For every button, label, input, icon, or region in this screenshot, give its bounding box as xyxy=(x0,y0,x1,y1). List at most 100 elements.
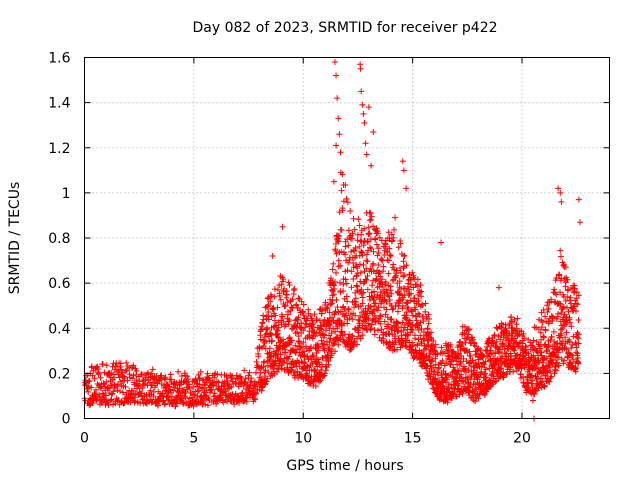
data-point xyxy=(393,272,400,279)
data-point xyxy=(342,182,349,189)
data-point xyxy=(133,368,140,375)
data-point xyxy=(475,395,482,402)
data-point xyxy=(548,298,555,305)
y-tick-label: 0.4 xyxy=(48,321,70,337)
data-point xyxy=(372,317,379,324)
data-point xyxy=(489,340,496,347)
data-point xyxy=(409,312,416,319)
data-point xyxy=(327,301,334,308)
data-point xyxy=(224,398,231,405)
data-point xyxy=(508,313,515,320)
data-point xyxy=(559,325,566,332)
data-point xyxy=(221,378,228,385)
data-point xyxy=(549,360,556,367)
data-point xyxy=(364,286,371,293)
data-point xyxy=(571,285,578,292)
data-point xyxy=(271,293,278,300)
data-point xyxy=(255,353,262,360)
data-point xyxy=(223,372,230,379)
data-point xyxy=(367,244,374,251)
data-point xyxy=(356,243,363,250)
data-point xyxy=(364,238,371,245)
data-point xyxy=(478,369,485,376)
data-point xyxy=(351,226,358,233)
data-point xyxy=(414,342,421,349)
data-point xyxy=(483,374,490,381)
data-point xyxy=(366,230,373,237)
data-point xyxy=(461,330,468,337)
data-point xyxy=(388,316,395,323)
data-point xyxy=(548,373,555,380)
data-point xyxy=(148,399,155,406)
data-point xyxy=(354,237,361,244)
data-point xyxy=(300,339,307,346)
data-point xyxy=(406,271,413,278)
data-point xyxy=(395,244,402,251)
data-point xyxy=(323,367,330,374)
data-point xyxy=(558,309,565,316)
data-point xyxy=(383,306,390,313)
data-point xyxy=(430,337,437,344)
data-point xyxy=(365,104,372,111)
data-point xyxy=(330,291,337,298)
data-point xyxy=(557,326,564,333)
data-point xyxy=(564,293,571,300)
data-point xyxy=(332,247,339,254)
data-point xyxy=(567,300,574,307)
data-point xyxy=(497,336,504,343)
data-point xyxy=(420,335,427,342)
data-point xyxy=(393,324,400,331)
data-point xyxy=(447,341,454,348)
data-point xyxy=(360,262,367,269)
data-point xyxy=(400,327,407,334)
data-point xyxy=(334,95,341,102)
data-point xyxy=(339,207,346,214)
data-point xyxy=(268,313,275,320)
data-point xyxy=(367,304,374,311)
data-point xyxy=(328,350,335,357)
data-point xyxy=(266,345,273,352)
data-point xyxy=(355,329,362,336)
data-point xyxy=(186,381,193,388)
data-point xyxy=(186,385,193,392)
data-point xyxy=(416,311,423,318)
data-point xyxy=(319,340,326,347)
data-point xyxy=(547,375,554,382)
data-point xyxy=(288,304,295,311)
data-point xyxy=(356,261,363,268)
data-point xyxy=(432,341,439,348)
data-point xyxy=(173,400,180,407)
data-point xyxy=(328,330,335,337)
data-point xyxy=(409,339,416,346)
data-point xyxy=(521,335,528,342)
data-point xyxy=(572,368,579,375)
data-point xyxy=(158,372,165,379)
data-point xyxy=(366,217,373,224)
data-point xyxy=(184,376,191,383)
data-point xyxy=(454,367,461,374)
data-point xyxy=(470,397,477,404)
data-point xyxy=(527,357,534,364)
data-point xyxy=(410,343,417,350)
data-point xyxy=(535,326,542,333)
data-point xyxy=(563,329,570,336)
data-point xyxy=(285,279,292,286)
data-point xyxy=(482,358,489,365)
data-point xyxy=(120,389,127,396)
data-point xyxy=(527,339,534,346)
data-point xyxy=(573,289,580,296)
data-point xyxy=(290,290,297,297)
data-point xyxy=(428,329,435,336)
data-point xyxy=(333,250,340,257)
data-point xyxy=(404,332,411,339)
data-point xyxy=(529,397,536,404)
data-point xyxy=(539,319,546,326)
data-point xyxy=(555,349,562,356)
data-point xyxy=(392,214,399,221)
data-point xyxy=(252,396,259,403)
data-point xyxy=(385,229,392,236)
data-point xyxy=(304,363,311,370)
data-point xyxy=(338,227,345,234)
data-point xyxy=(267,298,274,305)
data-point xyxy=(343,280,350,287)
